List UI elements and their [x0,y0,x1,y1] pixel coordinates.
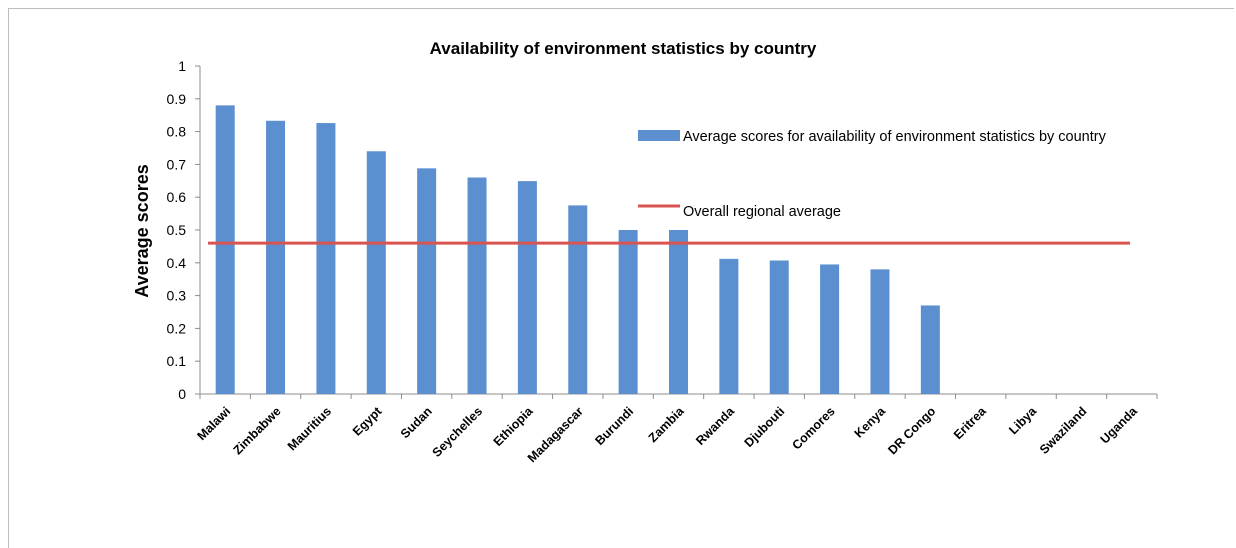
chart-frame [8,8,1234,548]
x-tick-label: DR Congo [885,404,938,457]
x-tick-label: Seychelles [430,404,486,460]
bar-comores [820,264,840,394]
legend: Average scores for availability of envir… [638,129,1107,220]
bar-zimbabwe [266,120,286,394]
y-tick-label: 0 [178,386,186,402]
x-tick-label: Eritrea [951,403,990,442]
y-tick-label: 0.3 [167,288,187,304]
x-tick-label: Comores [790,404,838,452]
bar-seychelles [467,177,487,394]
x-tick-label: Sudan [398,404,435,441]
bar-kenya [870,269,890,394]
x-tick-label: Uganda [1098,403,1141,446]
chart-title: Availability of environment statistics b… [430,39,817,58]
bar-djubouti [769,260,789,394]
x-tick-label: Djubouti [742,404,788,450]
x-tick-label: Swaziland [1037,404,1090,457]
x-tick-label: Zimbabwe [231,404,284,457]
y-tick-label: 1 [178,58,186,74]
bar-dr-congo [920,305,940,394]
y-tick-label: 0.7 [167,156,187,172]
x-tick-label: Rwanda [693,403,738,448]
bar-malawi [215,105,235,395]
bar-sudan [417,168,437,394]
x-tick-label: Burundi [592,404,636,448]
y-tick-label: 0.6 [167,189,187,205]
bar-zambia [669,230,688,394]
plot-area: 0 0.1 0.2 0.3 0.4 0.5 0.6 0.7 0.8 0.9 1 MalawiZimba… [167,58,1158,465]
x-tick-label: Kenya [852,403,889,440]
x-tick-label: Malawi [194,404,233,443]
y-tick-label: 0.5 [167,222,187,238]
legend-label-bar: Average scores for availability of envir… [683,129,1107,145]
bar-ethiopia [517,181,537,394]
bar-egypt [366,151,386,394]
x-tick-label: Zambia [646,403,688,445]
x-tick-label: Ethiopia [491,403,537,449]
bar-mauritius [316,123,336,395]
x-tick-label: Libya [1006,403,1040,437]
bar-rwanda [719,258,739,394]
y-axis-label: Average scores [132,164,152,297]
bar-madagascar [568,205,588,394]
y-tick-label: 0.4 [167,255,187,271]
legend-swatch-bar [638,130,680,141]
x-tick-label: Egypt [350,404,385,439]
legend-label-line: Overall regional average [683,204,841,220]
y-tick-label: 0.9 [167,91,187,107]
bar-burundi [618,230,638,394]
y-tick-label: 0.2 [167,320,187,336]
x-tick-label: Mauritius [285,404,334,453]
y-tick-label: 0.8 [167,124,187,140]
y-tick-label: 0.1 [167,353,187,369]
